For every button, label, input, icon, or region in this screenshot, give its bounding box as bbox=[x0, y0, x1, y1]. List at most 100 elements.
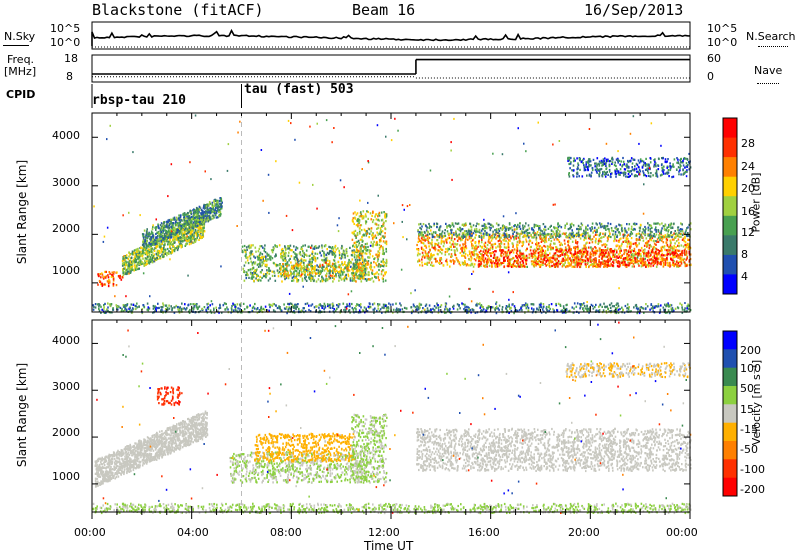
noise-pixel bbox=[574, 379, 577, 382]
noise-pixel bbox=[106, 138, 108, 141]
colorbar-segment bbox=[723, 441, 737, 460]
x-axis-label: Time UT bbox=[364, 539, 414, 553]
noise-pixel bbox=[464, 224, 467, 227]
noise-pixel bbox=[617, 385, 619, 388]
noise-pixel bbox=[121, 426, 123, 428]
noise-pixel bbox=[680, 447, 682, 450]
noise-pixel bbox=[644, 400, 646, 403]
heatmap-region bbox=[416, 427, 692, 473]
noise-pixel bbox=[309, 337, 312, 339]
noise-pixel bbox=[385, 135, 387, 138]
colorbar-segment bbox=[723, 367, 737, 387]
noise-pixel bbox=[485, 252, 488, 255]
noise-pixel bbox=[372, 345, 374, 348]
noise-pixel bbox=[410, 292, 412, 295]
nsky-tick-bottom: 10^0 bbox=[50, 36, 81, 49]
noise-pixel bbox=[682, 402, 685, 405]
noise-pixel bbox=[402, 236, 404, 239]
velocity-ytick: 1000 bbox=[52, 470, 80, 483]
noise-pixel bbox=[593, 229, 596, 232]
velocity-cbar-tick: 50 bbox=[740, 382, 754, 395]
nsky-tick-top: 10^5 bbox=[50, 22, 81, 35]
noise-pixel bbox=[228, 368, 230, 370]
noise-pixel bbox=[656, 449, 658, 452]
noise-pixel bbox=[267, 173, 270, 176]
noise-pixel bbox=[361, 168, 363, 170]
noise-pixel bbox=[624, 505, 626, 508]
velocity-ytick: 2000 bbox=[52, 426, 80, 439]
noise-pixel bbox=[494, 407, 496, 410]
noise-pixel bbox=[247, 274, 249, 277]
noise-pixel bbox=[401, 204, 404, 207]
noise-pixel bbox=[334, 325, 337, 328]
noise-pixel bbox=[490, 479, 493, 482]
noise-pixel bbox=[344, 455, 347, 458]
power-ylabel: Slant Range [km] bbox=[15, 159, 30, 265]
noise-pixel bbox=[409, 204, 411, 206]
noise-pixel bbox=[390, 139, 393, 142]
colorbar-frame bbox=[722, 117, 738, 295]
noise-pixel bbox=[93, 205, 95, 208]
heatmap-panel bbox=[92, 113, 690, 312]
noise-pixel bbox=[302, 285, 304, 288]
noise-pixel bbox=[477, 435, 479, 438]
noise-pixel bbox=[114, 295, 116, 298]
noise-pixel bbox=[597, 323, 599, 326]
nsearch-legend-line bbox=[758, 46, 788, 47]
noise-pixel bbox=[618, 321, 620, 324]
nsearch-tick-top: 10^5 bbox=[707, 22, 738, 35]
noise-pixel bbox=[658, 423, 661, 426]
noise-pixel bbox=[459, 457, 462, 460]
x-tick: 04:00 bbox=[177, 526, 209, 539]
noise-pixel bbox=[220, 265, 222, 268]
noise-pixel bbox=[109, 124, 111, 127]
noise-pixel bbox=[383, 484, 385, 487]
noise-pixel bbox=[125, 295, 127, 298]
noise-pixel bbox=[502, 215, 505, 218]
noise-pixel bbox=[275, 410, 277, 413]
noise-pixel bbox=[477, 456, 479, 459]
noise-pixel bbox=[517, 127, 519, 130]
noise-pixel bbox=[377, 194, 379, 197]
noise-pixel bbox=[165, 488, 168, 491]
colorbar-segment bbox=[723, 118, 737, 139]
noise-pixel bbox=[218, 311, 220, 314]
noise-pixel bbox=[138, 423, 141, 426]
noise-pixel bbox=[96, 398, 98, 401]
noise-pixel bbox=[138, 385, 140, 388]
noise-pixel bbox=[139, 214, 141, 217]
noise-pixel bbox=[152, 224, 154, 227]
colorbar-segment bbox=[723, 254, 737, 275]
noise-pixel bbox=[231, 457, 234, 460]
freq-panel bbox=[91, 54, 691, 83]
nsky-label: N.Sky bbox=[4, 30, 36, 43]
noise-pixel bbox=[590, 381, 593, 383]
noise-pixel bbox=[336, 433, 339, 436]
noise-pixel bbox=[406, 238, 408, 241]
noise-pixel bbox=[420, 303, 423, 306]
cpid-segment-2: tau (fast) 503 bbox=[244, 82, 354, 97]
nsearch-label: N.Search bbox=[746, 30, 796, 43]
noise-pixel bbox=[102, 240, 105, 243]
noise-pixel bbox=[448, 295, 451, 298]
noise-pixel bbox=[309, 125, 311, 128]
noise-pixel bbox=[535, 482, 538, 485]
noise-pixel bbox=[285, 404, 288, 407]
noise-pixel bbox=[268, 416, 270, 418]
noise-pixel bbox=[400, 409, 402, 412]
noise-pixel bbox=[197, 332, 199, 334]
power-cbar-tick: 16 bbox=[741, 205, 755, 218]
noise-pixel bbox=[158, 499, 160, 502]
noise-pixel bbox=[161, 475, 163, 478]
noise-pixel bbox=[586, 301, 588, 303]
noise-pixel bbox=[519, 395, 521, 398]
noise-pixel bbox=[280, 383, 282, 386]
power-cbar-tick: 20 bbox=[741, 182, 755, 195]
noise-pixel bbox=[325, 261, 327, 264]
noise-pixel bbox=[638, 142, 640, 145]
noise-pixel bbox=[287, 119, 290, 122]
noise-pixel bbox=[333, 127, 335, 129]
nave-label: Nave bbox=[754, 64, 783, 77]
noise-pixel bbox=[347, 293, 350, 296]
